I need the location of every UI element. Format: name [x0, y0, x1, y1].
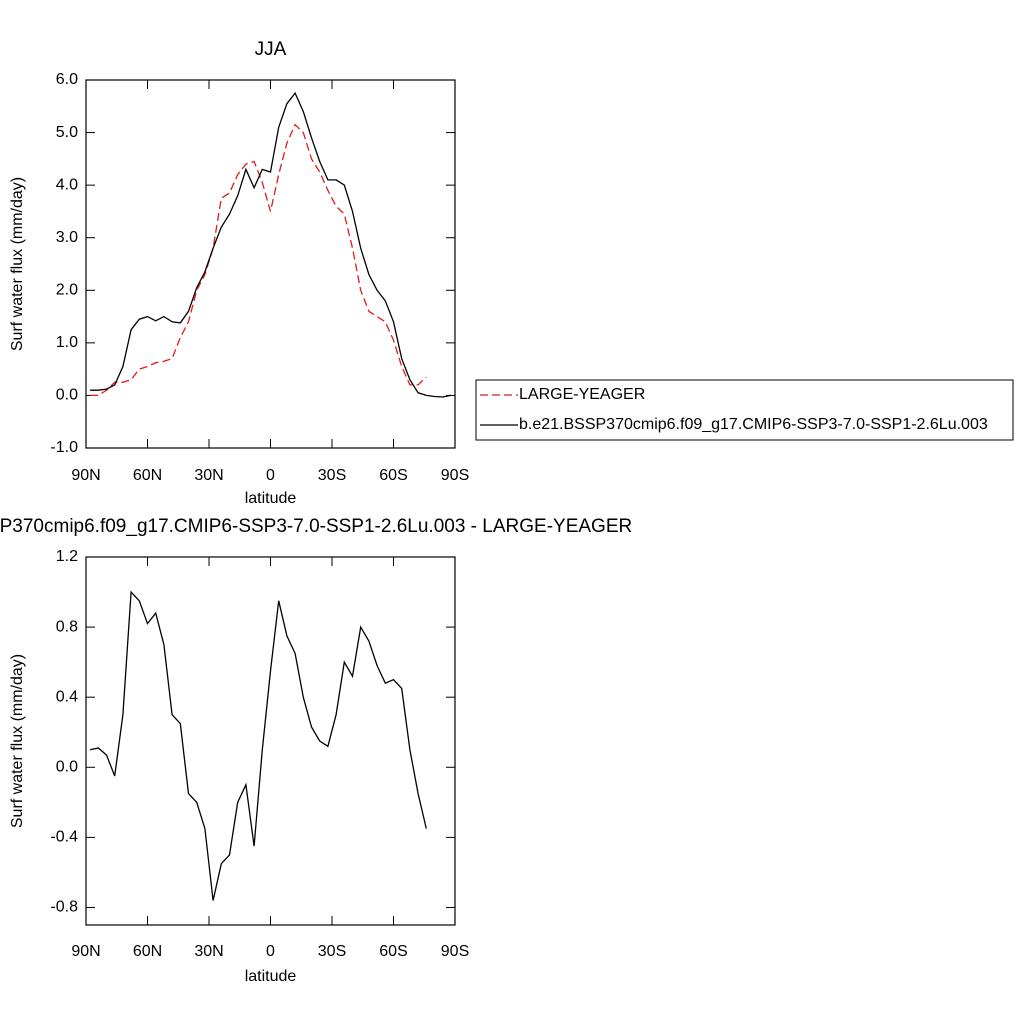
- plot-frame: [85, 556, 456, 926]
- x-tick-label: 90N: [71, 467, 100, 484]
- x-tick-label: 60N: [133, 943, 162, 960]
- x-tick-label: 90N: [71, 943, 100, 960]
- y-tick-label: 4.0: [56, 176, 78, 193]
- legend-box: [475, 379, 1014, 441]
- y-tick-label: 3.0: [56, 229, 78, 246]
- data-line: [90, 91, 452, 398]
- y-tick-label: -0.8: [50, 899, 78, 916]
- y-tick-label: 1.0: [56, 334, 78, 351]
- y-tick-label: 5.0: [56, 124, 78, 141]
- x-axis-label: latitude: [245, 490, 297, 507]
- x-tick-label: 60N: [133, 467, 162, 484]
- x-tick-label: 30N: [194, 943, 223, 960]
- legend-label: b.e21.BSSP370cmip6.f09_g17.CMIP6-SSP3-7.…: [519, 416, 988, 433]
- x-tick-label: 30S: [318, 943, 346, 960]
- x-tick-label: 90S: [441, 467, 469, 484]
- y-tick-label: 0.0: [56, 387, 78, 404]
- y-tick-label: 6.0: [56, 71, 78, 88]
- y-tick-label: 1.2: [56, 548, 78, 565]
- y-tick-label: 0.4: [56, 688, 78, 705]
- y-tick-label: 0.8: [56, 618, 78, 635]
- x-tick-label: 60S: [379, 943, 407, 960]
- plot-frame: [85, 79, 456, 449]
- x-axis-label: latitude: [245, 968, 297, 985]
- x-tick-label: 90S: [441, 943, 469, 960]
- x-tick-label: 30N: [194, 467, 223, 484]
- y-tick-label: 0.0: [56, 759, 78, 776]
- data-line: [90, 123, 427, 397]
- chart-title: JJA: [255, 39, 287, 60]
- x-tick-label: 30S: [318, 467, 346, 484]
- y-tick-label: 2.0: [56, 282, 78, 299]
- legend-label: LARGE-YEAGER: [519, 386, 645, 403]
- chart-title: b.e21.BSSP370cmip6.f09_g17.CMIP6-SSP3-7.…: [0, 516, 632, 537]
- y-tick-label: -0.4: [50, 829, 78, 846]
- y-axis-label: Surf water flux (mm/day): [9, 177, 26, 351]
- data-line: [89, 590, 427, 901]
- y-axis-label: Surf water flux (mm/day): [9, 654, 26, 828]
- x-tick-label: 0: [266, 943, 275, 960]
- x-tick-label: 0: [266, 467, 275, 484]
- x-tick-label: 60S: [379, 467, 407, 484]
- y-tick-label: -1.0: [50, 439, 78, 456]
